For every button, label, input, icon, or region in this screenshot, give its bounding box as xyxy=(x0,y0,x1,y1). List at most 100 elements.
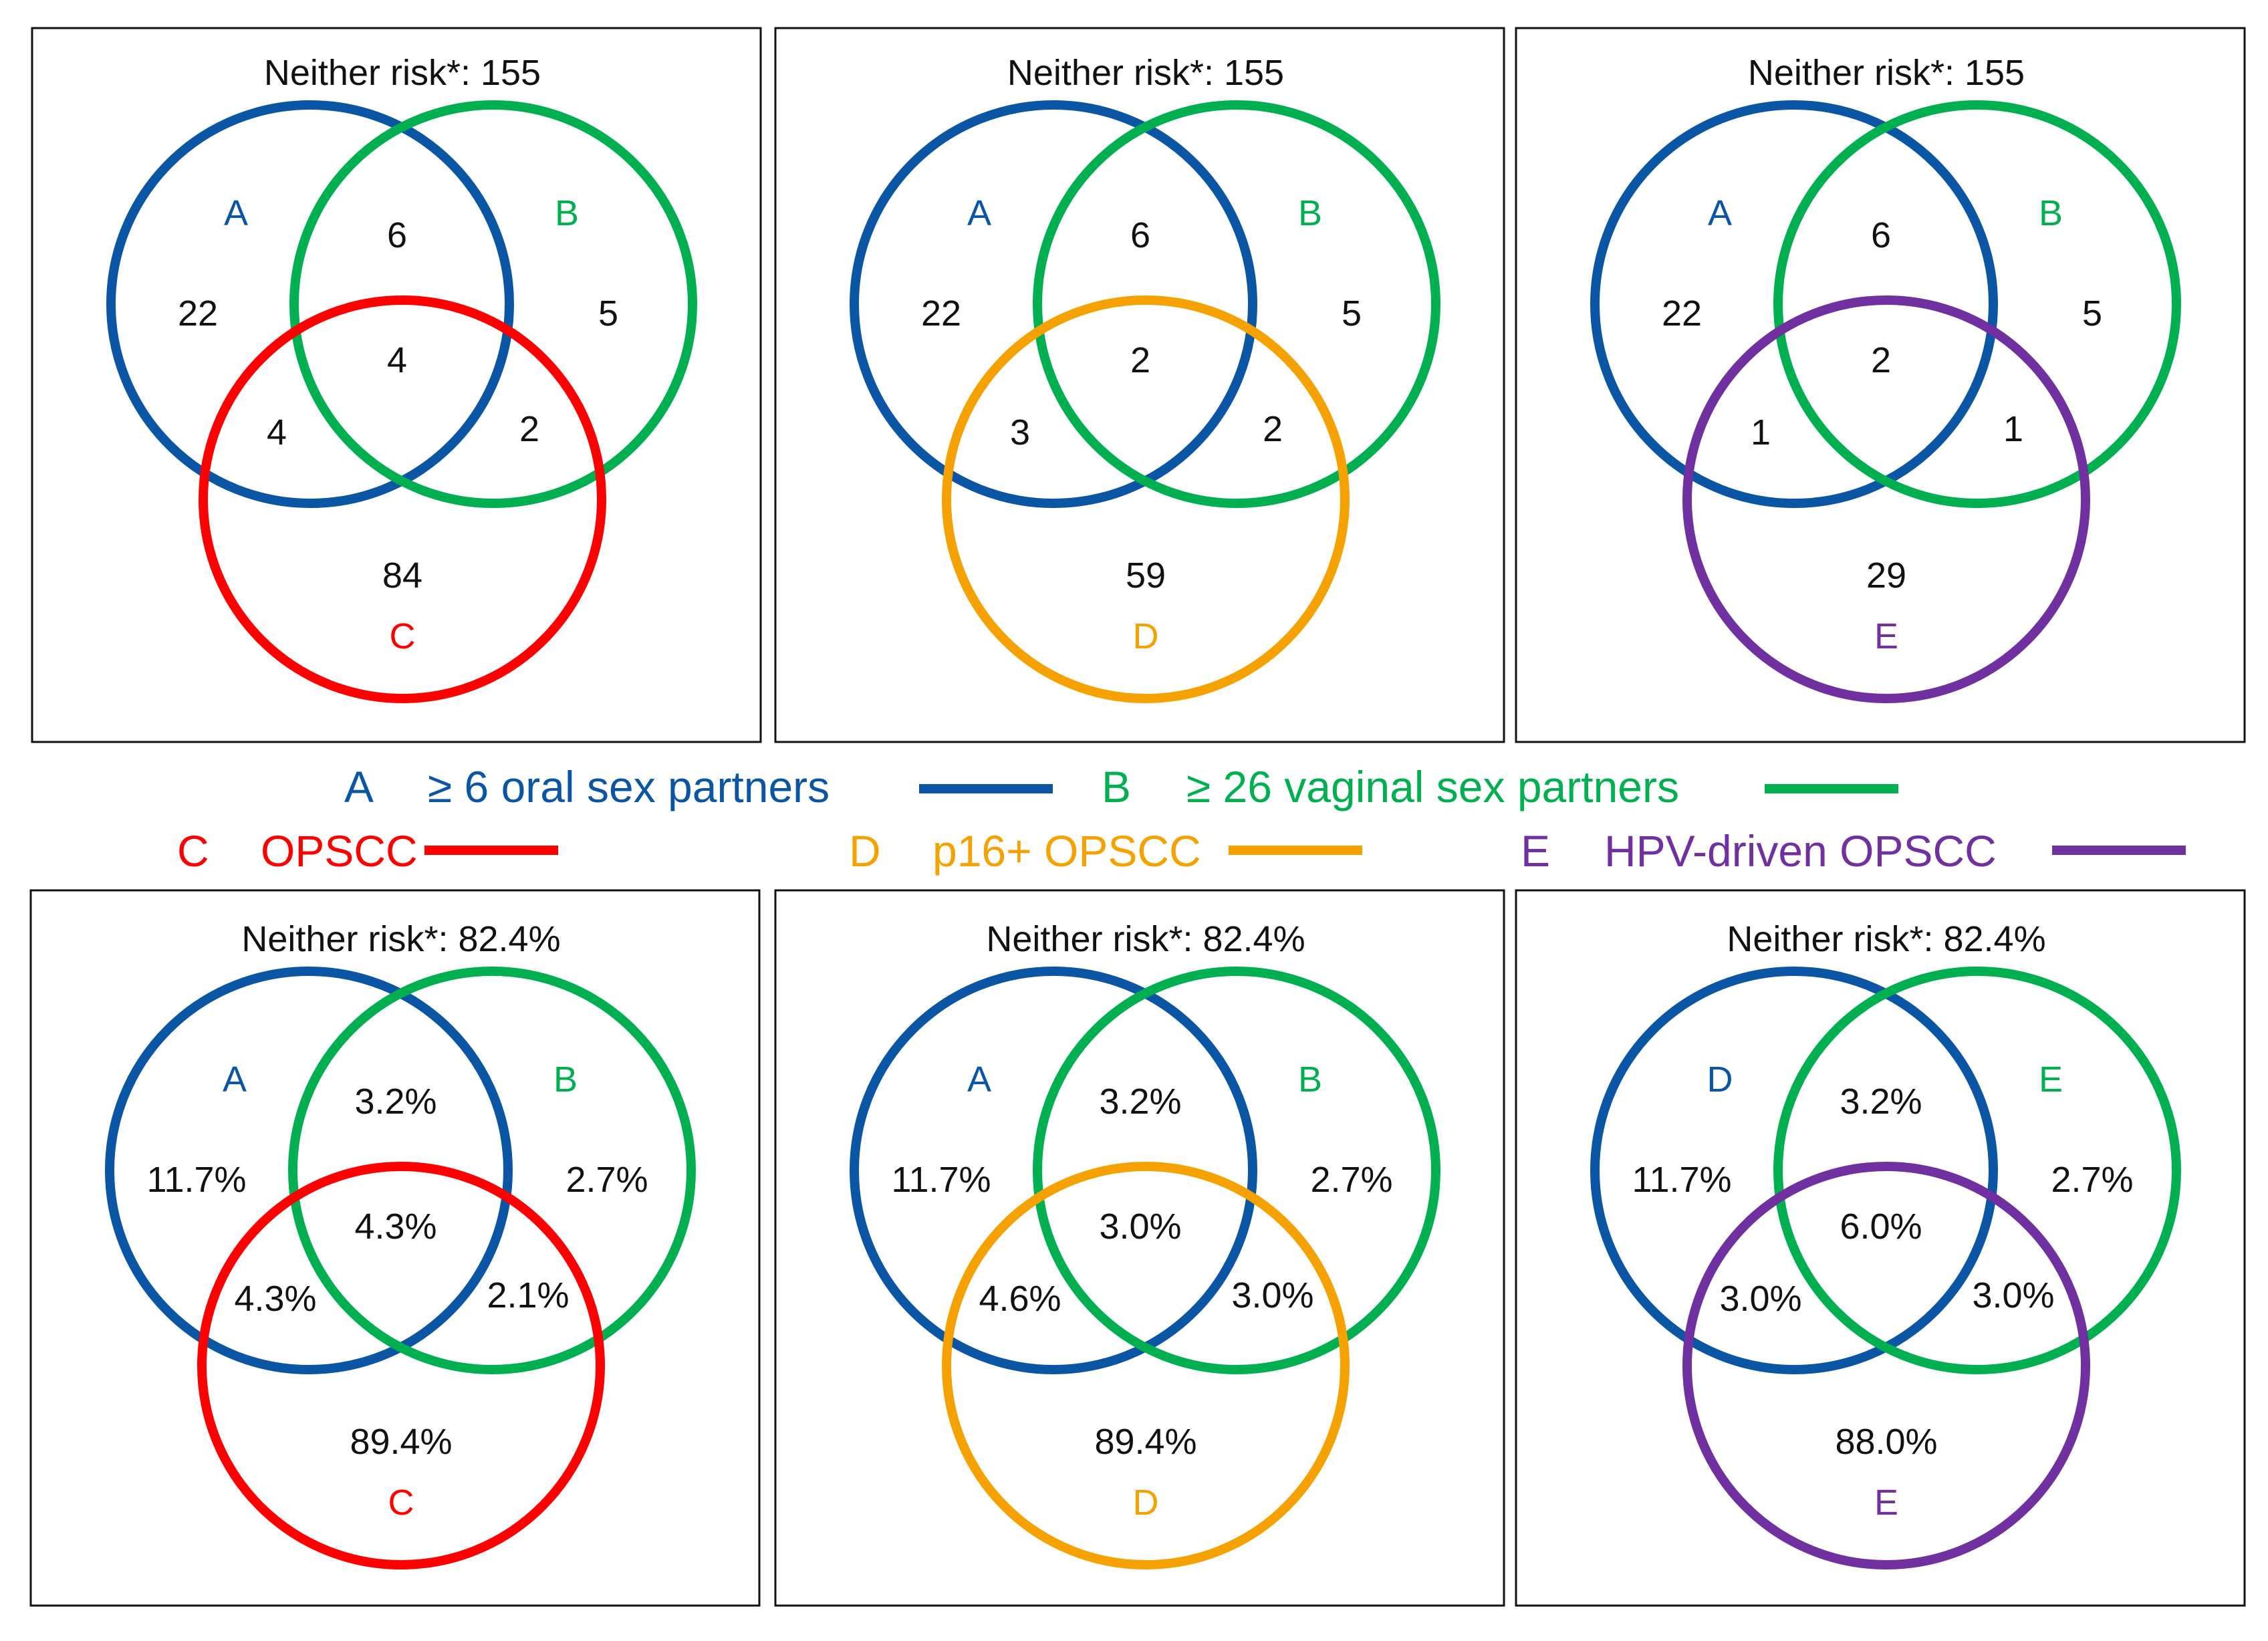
circle-left xyxy=(850,967,1257,1374)
panel-border xyxy=(31,27,762,743)
region-value-left: 11.7% xyxy=(891,1160,991,1200)
legend-label-opscc: OPSCC xyxy=(261,826,418,876)
legend-label-hpv-opscc: HPV-driven OPSCC xyxy=(1604,826,1997,876)
panel-border xyxy=(774,889,1505,1607)
region-value-top: 6 xyxy=(1871,215,1891,255)
set-letter-left: A xyxy=(967,1059,991,1100)
legend: A ≥ 6 oral sex partners B ≥ 26 vaginal s… xyxy=(177,762,2186,876)
region-value-lower-right: 2 xyxy=(519,409,539,449)
circle-left xyxy=(1590,100,1998,508)
circle-left xyxy=(106,100,514,508)
circle-left xyxy=(850,100,1257,508)
circle-left xyxy=(1590,967,1998,1374)
region-value-left: 11.7% xyxy=(146,1160,246,1200)
region-value-lower-left: 3 xyxy=(1010,412,1030,453)
region-value-lower-left: 3.0% xyxy=(1719,1279,1801,1319)
set-letter-right: B xyxy=(1298,193,1322,233)
region-value-bottom: 89.4% xyxy=(350,1422,452,1462)
neither-risk-label: Neither risk*: 155 xyxy=(1748,53,2025,93)
legend-letter-e: E xyxy=(1521,826,1550,876)
set-letter-bottom: C xyxy=(388,1483,414,1523)
venn-panel: Neither risk*: 155 6 22 5 2 1 1 29 A B E xyxy=(1515,27,2246,743)
circle-right xyxy=(288,967,696,1374)
panel-border xyxy=(1515,889,2246,1607)
neither-risk-label: Neither risk*: 82.4% xyxy=(986,919,1305,959)
circle-right xyxy=(1773,100,2181,508)
legend-letter-d: D xyxy=(849,826,881,876)
region-value-center: 3.0% xyxy=(1099,1207,1181,1247)
set-letter-right: B xyxy=(555,193,579,233)
legend-letter-a: A xyxy=(344,762,374,811)
set-letter-right: B xyxy=(2039,193,2063,233)
region-value-top: 6 xyxy=(387,215,407,255)
region-value-left: 22 xyxy=(178,293,218,334)
circle-right xyxy=(1773,967,2181,1374)
set-letter-bottom: D xyxy=(1133,616,1159,656)
region-value-lower-right: 2.1% xyxy=(487,1275,569,1315)
region-value-bottom: 59 xyxy=(1126,555,1166,596)
circle-left xyxy=(105,967,513,1374)
legend-item-b: B ≥ 26 vaginal sex partners xyxy=(1102,762,1898,811)
set-letter-right: B xyxy=(1298,1059,1322,1100)
region-value-right: 5 xyxy=(2082,293,2102,334)
venn-panel: Neither risk*: 82.4% 3.2% 11.7% 2.7% 4.3% 4.3… xyxy=(29,889,761,1607)
region-value-center: 2 xyxy=(1130,340,1150,380)
region-value-bottom: 29 xyxy=(1866,555,1906,596)
set-letter-right: E xyxy=(2039,1059,2063,1100)
region-value-bottom: 88.0% xyxy=(1835,1422,1937,1462)
region-value-left: 11.7% xyxy=(1632,1160,1731,1200)
neither-risk-label: Neither risk*: 82.4% xyxy=(1727,919,2045,959)
region-value-center: 2 xyxy=(1871,340,1891,380)
set-letter-left: A xyxy=(1708,193,1732,233)
region-value-top: 3.2% xyxy=(354,1082,436,1122)
region-value-right: 5 xyxy=(598,293,618,334)
region-value-lower-right: 3.0% xyxy=(1972,1275,2054,1315)
set-letter-bottom: C xyxy=(390,616,416,656)
region-value-left: 22 xyxy=(921,293,961,334)
region-value-lower-left: 1 xyxy=(1751,412,1771,453)
neither-risk-label: Neither risk*: 82.4% xyxy=(241,919,560,959)
legend-label-p16-opscc: p16+ OPSCC xyxy=(932,826,1201,876)
set-letter-left: A xyxy=(223,1059,247,1100)
region-value-lower-left: 4.3% xyxy=(234,1279,316,1319)
circle-right xyxy=(289,100,697,508)
set-letter-bottom: E xyxy=(1874,1483,1898,1523)
circle-bottom xyxy=(1682,1162,2090,1569)
circle-bottom xyxy=(197,1162,605,1569)
venn-panel: Neither risk*: 82.4% 3.2% 11.7% 2.7% 6.0% 3.0… xyxy=(1515,889,2246,1607)
legend-item-d: D p16+ OPSCC xyxy=(849,826,1362,876)
region-value-left: 22 xyxy=(1662,293,1702,334)
set-letter-left: D xyxy=(1707,1059,1733,1100)
circle-bottom xyxy=(942,1162,1350,1569)
region-value-lower-left: 4.6% xyxy=(979,1279,1061,1319)
legend-label-vaginal-partners: ≥ 26 vaginal sex partners xyxy=(1186,762,1679,811)
neither-risk-label: Neither risk*: 155 xyxy=(264,53,541,93)
legend-item-e: E HPV-driven OPSCC xyxy=(1521,826,2186,876)
circle-bottom xyxy=(199,295,606,703)
region-value-bottom: 89.4% xyxy=(1094,1422,1196,1462)
region-value-right: 2.7% xyxy=(2051,1160,2133,1200)
region-value-center: 4 xyxy=(387,340,407,380)
region-value-bottom: 84 xyxy=(382,555,422,596)
panel-border xyxy=(1515,27,2246,743)
region-value-top: 3.2% xyxy=(1840,1082,1922,1122)
region-value-center: 6.0% xyxy=(1840,1207,1922,1247)
region-value-center: 4.3% xyxy=(354,1207,436,1247)
legend-item-a: A ≥ 6 oral sex partners xyxy=(344,762,1053,811)
region-value-top: 3.2% xyxy=(1099,1082,1181,1122)
venn-panel: Neither risk*: 82.4% 3.2% 11.7% 2.7% 3.0% 4.6… xyxy=(774,889,1505,1607)
panel-border xyxy=(29,889,761,1607)
region-value-right: 5 xyxy=(1342,293,1362,334)
neither-risk-label: Neither risk*: 155 xyxy=(1007,53,1284,93)
region-value-lower-right: 2 xyxy=(1263,409,1283,449)
circle-right xyxy=(1033,967,1440,1374)
venn-panel: Neither risk*: 155 6 22 5 2 3 2 59 A B D xyxy=(774,27,1505,743)
circle-bottom xyxy=(942,295,1350,703)
legend-letter-c: C xyxy=(177,826,209,876)
set-letter-bottom: E xyxy=(1874,616,1898,656)
set-letter-left: A xyxy=(224,193,248,233)
region-value-lower-right: 3.0% xyxy=(1231,1275,1313,1315)
region-value-top: 6 xyxy=(1130,215,1150,255)
